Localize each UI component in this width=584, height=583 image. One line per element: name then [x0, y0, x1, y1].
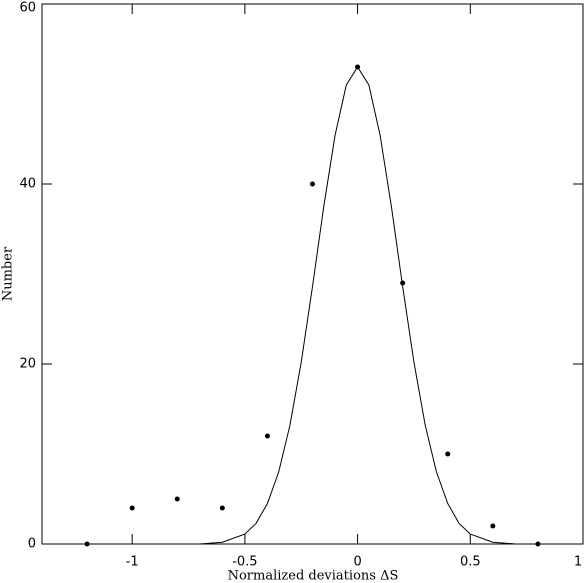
- x-tick-label: 1: [574, 555, 582, 570]
- point: [400, 280, 406, 286]
- point: [264, 433, 270, 439]
- fit-curve: [177, 66, 538, 545]
- y-tick-label: 20: [19, 357, 36, 372]
- plot-frame: [41, 3, 584, 545]
- y-tick-label: 0: [28, 537, 36, 552]
- point: [84, 541, 90, 547]
- x-tick-label: 0: [353, 555, 361, 570]
- point: [174, 496, 180, 502]
- y-tick-label: 40: [19, 177, 36, 192]
- point: [310, 181, 315, 187]
- x-tick-label: -0.5: [232, 555, 257, 570]
- x-axis-title: Normalized deviations ΔS: [228, 569, 399, 583]
- x-tick-label: -1: [126, 555, 139, 570]
- x-tick-label: 0.5: [460, 555, 481, 570]
- y-axis-title: Number: [1, 246, 16, 301]
- point: [445, 451, 451, 457]
- point: [219, 505, 225, 511]
- point: [129, 505, 135, 511]
- point: [490, 523, 496, 529]
- y-tick-label: 60: [19, 1, 36, 16]
